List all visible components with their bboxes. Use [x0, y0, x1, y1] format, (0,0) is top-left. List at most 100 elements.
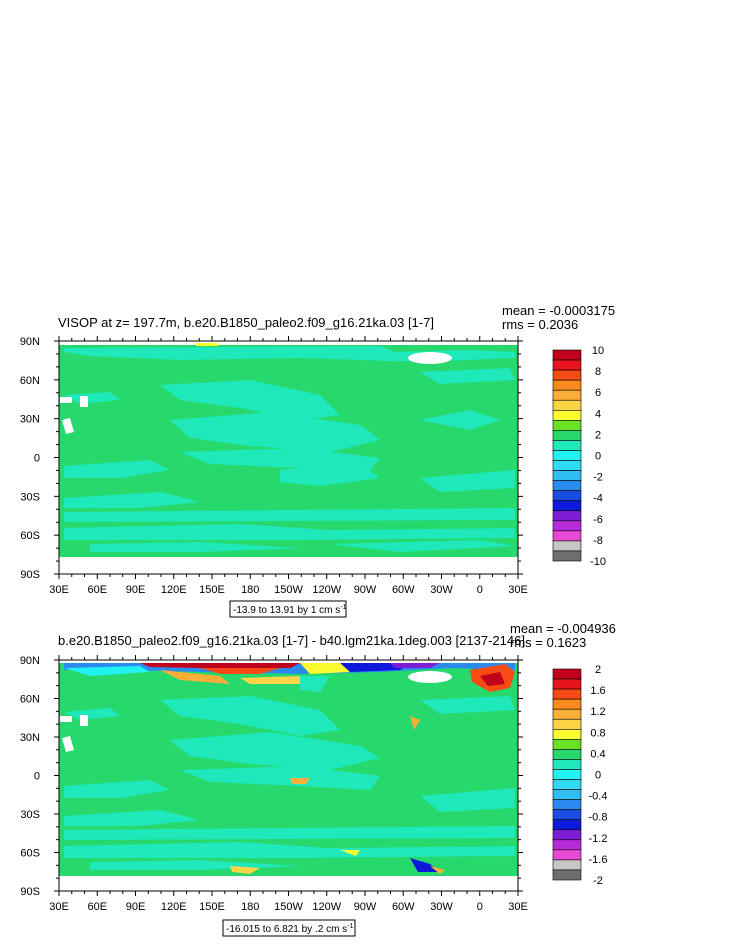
panel-2-range-label: -16.015 to 6.821 by .2 cm s-1: [226, 923, 354, 935]
x-tick-label: 0: [477, 901, 483, 913]
panel-1-colorbar-labels: 10 8 6 4 2 0 -2 -4 -6 -8 -10: [590, 345, 606, 568]
colorbar-segment: [552, 550, 582, 562]
colorbar-label: -1.6: [589, 854, 608, 866]
colorbar-segment: [552, 849, 582, 861]
colorbar-segment: [552, 530, 582, 542]
x-tick-label: 150E: [199, 584, 225, 596]
colorbar-label: -10: [590, 556, 606, 568]
colorbar-label: -2: [593, 875, 603, 887]
x-tick-label: 0: [477, 584, 483, 596]
panel-1-rms: rms = 0.2036: [502, 317, 578, 332]
colorbar-label: 1.6: [590, 685, 605, 697]
colorbar-label: 0: [595, 451, 601, 463]
colorbar-segment: [552, 379, 582, 391]
y-tick-label: 30S: [20, 809, 40, 821]
panel-1-map: [59, 341, 518, 574]
y-tick-label: 90S: [20, 569, 40, 581]
x-tick-label: 30E: [49, 901, 69, 913]
y-tick-label: 30N: [20, 732, 40, 744]
panel-1-negative-bands: [64, 346, 515, 552]
panel-2-negative-bands: [64, 696, 515, 870]
colorbar-segment: [552, 728, 582, 740]
colorbar-segment: [552, 708, 582, 720]
x-tick-label: 150W: [274, 901, 303, 913]
x-tick-label: 90W: [354, 901, 377, 913]
panel-2-arctic-anomalies: [64, 663, 515, 692]
panel-1-title: VISOP at z= 197.7m, b.e20.B1850_paleo2.f…: [58, 315, 434, 330]
panel-1-small-positive: [196, 343, 218, 346]
y-tick-label: 90S: [20, 886, 40, 898]
x-tick-label: 120W: [312, 584, 341, 596]
colorbar-label: 0: [595, 770, 601, 782]
colorbar-label: -8: [593, 535, 603, 547]
x-tick-label: 120E: [161, 584, 187, 596]
panel-2-land-mask: [60, 671, 452, 752]
colorbar-label: 0.8: [590, 727, 605, 739]
colorbar-segment: [552, 430, 582, 441]
colorbar-segment: [552, 359, 582, 371]
y-tick-label: 90N: [20, 336, 40, 348]
colorbar-segment: [552, 440, 582, 451]
colorbar-label: 1.2: [590, 706, 605, 718]
colorbar-label: -0.4: [589, 791, 608, 803]
colorbar-label: 6: [595, 387, 601, 399]
colorbar-segment: [552, 839, 582, 851]
colorbar-label: -1.2: [589, 833, 608, 845]
panel-1-ticks: [54, 336, 523, 579]
x-tick-label: 120W: [312, 901, 341, 913]
colorbar-segment: [552, 678, 582, 690]
panel-2-y-tick-labels: 90N 60N 30N 0 30S 60S 90S: [20, 655, 40, 898]
x-tick-label: 90E: [126, 584, 146, 596]
colorbar-segment: [552, 869, 582, 881]
x-tick-label: 60E: [87, 901, 107, 913]
y-tick-label: 30N: [20, 414, 40, 426]
panel-2-range-exponent: -1: [347, 923, 353, 930]
colorbar-label: 8: [595, 366, 601, 378]
colorbar-label: -6: [593, 514, 603, 526]
colorbar-segment: [552, 749, 582, 760]
panel-1-arctic-edge: [59, 341, 518, 345]
panel-1: VISOP at z= 197.7m, b.e20.B1850_paleo2.f…: [20, 303, 615, 618]
colorbar-segment: [552, 859, 582, 871]
x-tick-label: 90W: [354, 584, 377, 596]
panel-2-misc-anomalies: [230, 716, 445, 874]
x-tick-label: 90E: [126, 901, 146, 913]
colorbar-label: 4: [595, 408, 601, 420]
colorbar-label: 2: [595, 429, 601, 441]
panel-2-ticks: [54, 655, 523, 896]
colorbar-segment: [552, 470, 582, 481]
colorbar-label: 10: [592, 345, 604, 357]
colorbar-segment: [552, 799, 582, 810]
colorbar-label: -0.8: [589, 812, 608, 824]
panel-2-rms: rms = 0.1623: [510, 635, 586, 650]
colorbar-label: 2: [595, 664, 601, 676]
x-tick-label: 60E: [87, 584, 107, 596]
x-tick-label: 60W: [392, 901, 415, 913]
colorbar-segment: [552, 420, 582, 431]
panel-1-range-label: -13.9 to 13.91 by 1 cm s-1: [233, 604, 347, 616]
panel-1-range-exponent: -1: [340, 604, 346, 611]
colorbar-segment: [552, 399, 582, 411]
panel-2: b.e20.B1850_paleo2.f09_g16.21ka.03 [1-7]…: [20, 621, 616, 937]
x-tick-label: 30W: [430, 584, 453, 596]
colorbar-segment: [552, 688, 582, 700]
x-tick-label: 150W: [274, 584, 303, 596]
y-tick-label: 60N: [20, 375, 40, 387]
colorbar-segment: [552, 490, 582, 502]
x-tick-label: 180: [241, 901, 259, 913]
panel-2-range-box: [222, 919, 356, 937]
colorbar-segment: [552, 739, 582, 750]
colorbar-segment: [552, 769, 582, 780]
y-tick-label: 60S: [20, 848, 40, 860]
x-tick-label: 30E: [508, 901, 528, 913]
x-tick-label: 30E: [49, 584, 69, 596]
panel-1-range-box: [229, 600, 347, 618]
colorbar-segment: [552, 500, 582, 512]
colorbar-segment: [552, 409, 582, 421]
x-tick-label: 60W: [392, 584, 415, 596]
panel-2-arctic-edge: [59, 660, 518, 663]
panel-1-y-tick-labels: 90N 60N 30N 0 30S 60S 90S: [20, 336, 40, 581]
panel-2-mean: mean = -0.004936: [510, 621, 616, 636]
colorbar-label: -2: [593, 472, 603, 484]
panel-2-colorbar-labels: 2 1.6 1.2 0.8 0.4 0 -0.4 -0.8 -1.2 -1.6 -2: [589, 664, 608, 887]
